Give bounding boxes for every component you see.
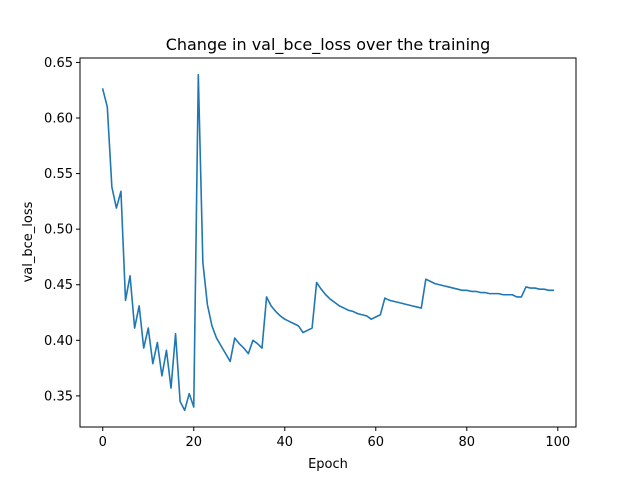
plot-frame (79, 57, 577, 428)
y-tick-label: 0.60 (44, 112, 73, 127)
x-tick-label: 40 (276, 435, 293, 450)
y-tick-label: 0.40 (44, 334, 73, 349)
chart-title: Change in val_bce_loss over the training (166, 35, 491, 55)
y-tick-label: 0.50 (44, 223, 73, 238)
x-tick-label: 100 (545, 435, 570, 450)
x-tick-label: 60 (368, 435, 385, 450)
y-tick-label: 0.45 (44, 278, 73, 293)
x-tick-label: 80 (459, 435, 476, 450)
x-axis-label: Epoch (308, 457, 348, 472)
y-tick-label: 0.35 (44, 389, 73, 404)
y-tick-label: 0.55 (44, 167, 73, 182)
y-axis-label: val_bce_loss (21, 201, 36, 282)
x-tick-label: 0 (99, 435, 107, 450)
y-tick-label: 0.65 (44, 56, 73, 71)
series-line (101, 73, 555, 412)
x-tick-label: 20 (185, 435, 202, 450)
